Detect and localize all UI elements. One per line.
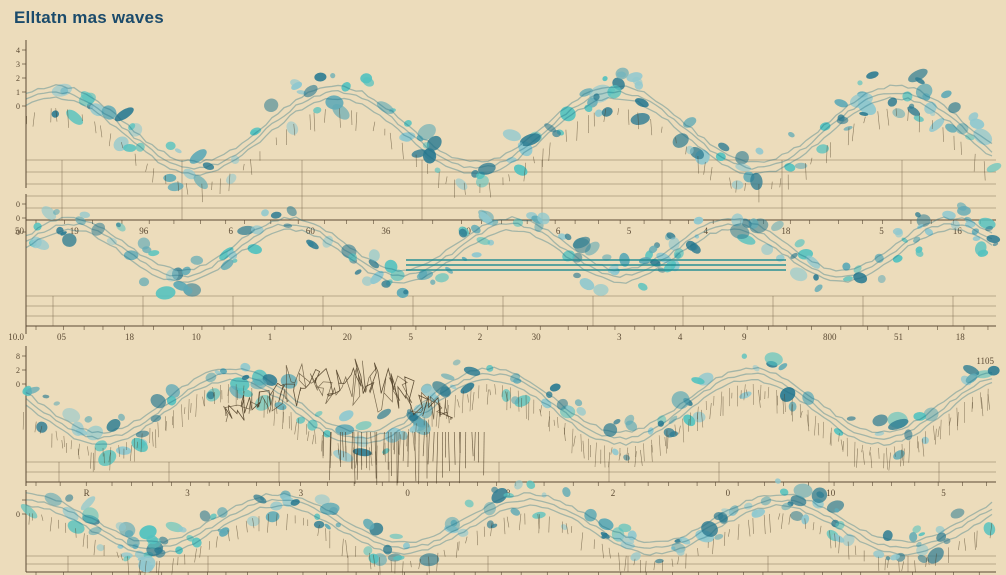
x-tick-label: 18: [956, 332, 966, 342]
x-tick-label: 0: [726, 488, 731, 498]
svg-text:1105: 1105: [976, 356, 994, 366]
x-tick-label: 0: [405, 488, 410, 498]
svg-text:0: 0: [16, 228, 20, 237]
panel-3: 820R3308201051105: [16, 346, 1000, 498]
x-tick-label: 2: [611, 488, 616, 498]
x-tick-label: 4: [678, 332, 683, 342]
x-tick-label: 18: [125, 332, 135, 342]
x-tick-label: 10: [826, 488, 836, 498]
x-tick-label: 30: [532, 332, 542, 342]
x-tick-label: 20: [343, 332, 353, 342]
wave-chart-canvas: 4321019966603630654185165000005181012052…: [0, 0, 1006, 575]
x-tick-label: 3: [299, 488, 304, 498]
x-tick-label: 5: [879, 226, 884, 236]
x-tick-label: 05: [57, 332, 67, 342]
svg-text:4: 4: [16, 46, 20, 55]
chart-title: Elltatn mas waves: [14, 8, 164, 28]
x-tick-label: 1: [268, 332, 273, 342]
svg-text:0: 0: [16, 214, 20, 223]
x-tick-label: 51: [894, 332, 903, 342]
x-tick-label: 96: [139, 226, 149, 236]
panel-2: 0 0 0 05 18 10 1 20 5 2 30 3 4 9 800 51 18 10.0: [8, 194, 1000, 342]
svg-text:0: 0: [16, 200, 20, 209]
svg-text:0: 0: [16, 510, 20, 519]
svg-text:1: 1: [16, 88, 20, 97]
x-tick-label: R: [84, 488, 90, 498]
x-tick-label: 6: [229, 226, 234, 236]
svg-text:2: 2: [16, 74, 20, 83]
x-tick-label: 5: [409, 332, 414, 342]
x-tick-label: 36: [381, 226, 391, 236]
x-tick-label: 5: [627, 226, 632, 236]
x-tick-label: 18: [781, 226, 791, 236]
x-tick-label: 10: [192, 332, 202, 342]
x-tick-label: 3: [617, 332, 622, 342]
svg-text:0: 0: [16, 102, 20, 111]
panel-1: 43210199666036306541851650: [15, 40, 1003, 236]
panel-4: 0109116001110982: [16, 478, 997, 575]
svg-text:2: 2: [16, 366, 20, 375]
svg-text:10.0: 10.0: [8, 332, 24, 342]
x-tick-label: 5: [941, 488, 946, 498]
svg-text:3: 3: [16, 60, 20, 69]
svg-text:0: 0: [16, 380, 20, 389]
x-tick-label: 800: [823, 332, 837, 342]
x-tick-label: 9: [742, 332, 747, 342]
x-tick-label: 3: [185, 488, 190, 498]
x-tick-label: 2: [478, 332, 483, 342]
svg-text:8: 8: [16, 352, 20, 361]
